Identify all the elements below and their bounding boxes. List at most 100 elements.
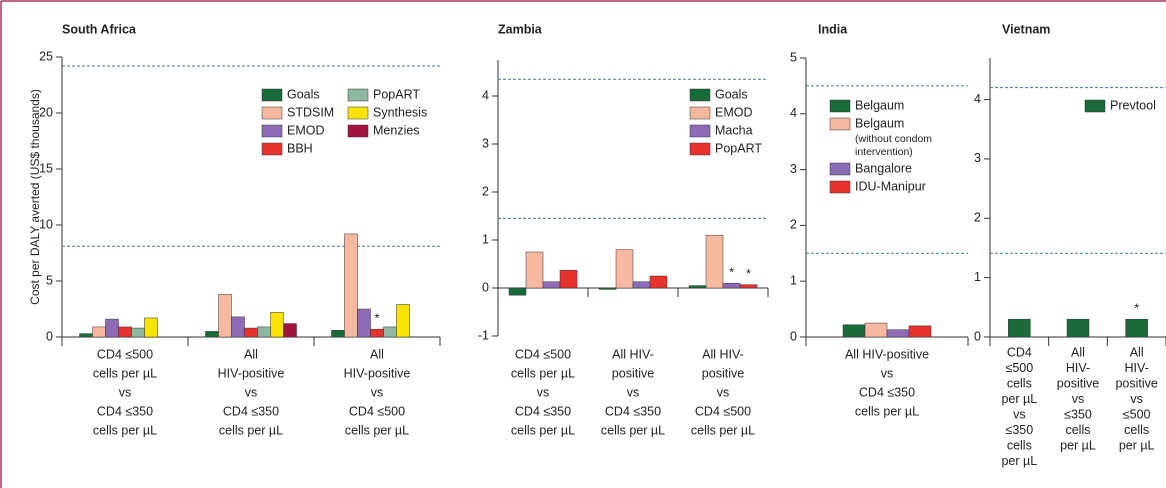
bar <box>257 326 271 338</box>
legend-swatch <box>347 88 369 102</box>
y-axis-label: Cost per DALY averted (US$ thousands) <box>28 89 42 305</box>
bar <box>283 323 297 338</box>
x-tick-label: cells <box>1007 376 1032 390</box>
x-tick-label: CD4 ≤500 <box>97 347 153 361</box>
x-tick-label: CD4 ≤500 <box>515 347 571 361</box>
bar <box>542 281 561 289</box>
x-tick-label: CD4 ≤350 <box>223 404 279 418</box>
x-tick-label: CD4 ≤500 <box>349 404 405 418</box>
y-tick-label: 0 <box>790 329 797 343</box>
x-tick-label: HIV-positive <box>344 366 411 380</box>
annotation: * <box>1134 301 1139 315</box>
legend-label: Menzies <box>373 123 420 137</box>
x-tick-label: cells per µL <box>691 423 755 437</box>
x-tick-label: vs <box>537 385 550 399</box>
legend-swatch <box>347 106 369 120</box>
x-tick-label: HIV-positive <box>218 366 285 380</box>
panel-title: Zambia <box>498 22 543 36</box>
x-tick-label: vs <box>119 385 132 399</box>
x-tick-label: per µL <box>1119 438 1155 452</box>
bar <box>688 285 707 289</box>
bar <box>205 331 219 338</box>
bar <box>559 269 578 289</box>
legend-label: STDSIM <box>287 105 334 119</box>
x-tick-label: positive <box>702 366 744 380</box>
bar <box>118 326 132 338</box>
x-tick-label: vs <box>371 385 384 399</box>
x-tick-label: cells <box>1124 423 1149 437</box>
y-tick-label: 2 <box>790 218 797 232</box>
bar <box>344 233 358 338</box>
x-tick-label: cells per µL <box>345 423 409 437</box>
y-tick-label: 1 <box>974 270 981 284</box>
legend-label: Belgaum <box>855 98 904 112</box>
y-tick-label: 1 <box>790 273 797 287</box>
x-tick-label: positive <box>612 366 654 380</box>
y-tick-label: 10 <box>39 217 53 231</box>
bar <box>864 322 888 338</box>
bar <box>244 327 258 338</box>
legend-swatch <box>829 117 851 131</box>
legend-swatch <box>347 124 369 138</box>
x-tick-label: All HIV- <box>702 347 744 361</box>
legend-swatch <box>1084 99 1106 113</box>
bar <box>270 312 284 338</box>
x-tick-label: cells <box>1007 438 1032 452</box>
bar <box>1008 318 1031 338</box>
legend-label: EMOD <box>715 105 753 119</box>
bar <box>632 281 651 289</box>
x-tick-label: cells per µL <box>93 366 157 380</box>
x-tick-label: cells per µL <box>93 423 157 437</box>
legend-label: EMOD <box>287 123 325 137</box>
legend-label: Goals <box>287 87 320 101</box>
bar <box>105 318 119 338</box>
bar <box>739 284 758 289</box>
annotation: * <box>729 265 734 279</box>
x-tick-label: per µL <box>1001 454 1037 468</box>
x-tick-label: ≤350 <box>1064 407 1092 421</box>
x-tick-label: cells per µL <box>219 423 283 437</box>
x-tick-label: CD4 ≤350 <box>97 404 153 418</box>
x-tick-label: per µL <box>1001 392 1037 406</box>
legend-swatch <box>689 124 711 138</box>
bar <box>396 304 410 338</box>
y-tick-label: 0 <box>482 280 489 294</box>
bar <box>908 325 932 338</box>
bar <box>722 282 741 289</box>
legend-swatch <box>829 162 851 176</box>
y-tick-label: 5 <box>790 50 797 64</box>
legend-note: (without condom <box>855 133 932 145</box>
legend-label: Prevtool <box>1110 98 1156 112</box>
x-tick-label: All HIV- <box>612 347 654 361</box>
x-tick-label: CD4 ≤350 <box>515 404 571 418</box>
annotation: * <box>746 267 751 281</box>
legend-label: Goals <box>715 87 748 101</box>
bar <box>1066 318 1090 338</box>
x-tick-label: cells per µL <box>511 423 575 437</box>
legend-swatch <box>829 99 851 113</box>
x-tick-label: vs <box>627 385 640 399</box>
x-tick-label: All <box>370 347 384 361</box>
bar <box>525 251 544 289</box>
bar <box>92 326 106 338</box>
x-tick-label: CD4 <box>1007 345 1032 359</box>
bar <box>218 294 232 338</box>
x-tick-label: vs <box>1072 392 1085 406</box>
bar <box>79 333 93 338</box>
legend-label: Macha <box>715 123 753 137</box>
bar <box>1125 318 1148 338</box>
bar <box>705 234 724 289</box>
y-tick-label: 5 <box>46 273 53 287</box>
x-tick-label: ≤500 <box>1005 361 1033 375</box>
x-tick-label: positive <box>1057 376 1099 390</box>
x-tick-label: HIV- <box>1066 361 1090 375</box>
annotation: * <box>375 311 380 325</box>
y-tick-label: 4 <box>974 92 981 106</box>
x-tick-label: per µL <box>1060 438 1096 452</box>
legend-swatch <box>689 106 711 120</box>
x-tick-label: CD4 ≤350 <box>859 385 915 399</box>
x-tick-label: positive <box>1115 376 1157 390</box>
bar <box>649 275 668 289</box>
x-tick-label: cells per µL <box>601 423 665 437</box>
